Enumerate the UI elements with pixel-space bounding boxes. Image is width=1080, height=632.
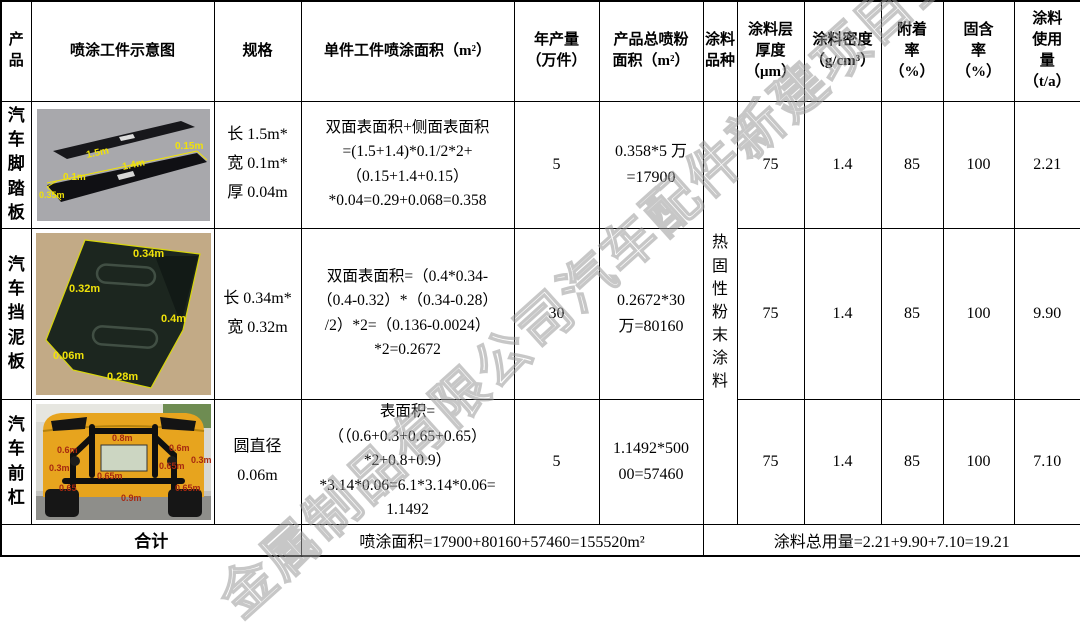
running-board-upper-step xyxy=(118,133,135,141)
dim-label: 0.65m xyxy=(175,483,201,493)
solids-pedal: 100 xyxy=(942,100,1015,229)
fender-groove-upper xyxy=(95,262,156,287)
unit-area-pedal: 双面表面积+侧面表面积 =(1.5+1.4)*0.1/2*2+ （0.15+1.… xyxy=(300,100,515,229)
dim-label: 0.15m xyxy=(175,141,203,152)
footer-coating-usage-total: 涂料总用量=2.21+9.90+7.10=19.21 xyxy=(702,523,1080,557)
row-pedal: 汽车脚踏板 1.5m 0.15m 1.4m 0.1m 0.35m 长 1.5m*… xyxy=(0,100,1080,525)
dim-label: 0.65m xyxy=(159,461,185,471)
footer-total-label: 合计 xyxy=(0,523,302,557)
adhesion-bumper: 85 xyxy=(880,398,944,525)
spec-fender: 长 0.34m* 宽 0.32m xyxy=(213,227,302,400)
dim-label: 0.3m xyxy=(191,455,212,465)
dim-line xyxy=(46,186,61,200)
header-usage: 涂料 使用 量 （t/a） xyxy=(1013,0,1080,102)
thickness-bumper: 75 xyxy=(736,398,805,525)
headlight-right xyxy=(159,416,196,431)
product-name-fender: 汽车挡泥板 xyxy=(0,227,32,400)
header-coating-type: 涂料品种 xyxy=(702,0,738,102)
dim-label: 0.1m xyxy=(63,172,86,183)
annual-output-bumper: 5 xyxy=(513,398,600,525)
headlight-left xyxy=(50,416,87,431)
header-annual-output: 年产量 （万件） xyxy=(513,0,600,102)
header-diagram: 喷涂工件示意图 xyxy=(30,0,215,102)
footer-row: 合计 喷涂面积=17900+80160+57460=155520m² 涂料总用量… xyxy=(0,523,1080,557)
fender-groove-lower xyxy=(91,324,158,349)
spec-bumper: 圆直径 0.06m xyxy=(213,398,302,525)
density-pedal: 1.4 xyxy=(803,100,882,229)
header-solids: 固含 率 （%） xyxy=(942,0,1015,102)
coating-type-value: 热固性粉末涂料 xyxy=(702,100,738,525)
dim-label: 0.34m xyxy=(133,248,164,260)
dim-line xyxy=(46,180,57,187)
fender-plate xyxy=(44,238,201,389)
header-spec: 规格 xyxy=(213,0,302,102)
dim-label: 0.65 xyxy=(59,483,77,493)
bumper-photo-cell: 0.8m 0.6m 0.6m 0.3m 0.65m 0.65m 0.3m 0.6… xyxy=(30,398,215,525)
dim-label: 1.5m xyxy=(85,145,110,161)
bumper-photo: 0.8m 0.6m 0.6m 0.3m 0.65m 0.65m 0.3m 0.6… xyxy=(35,403,212,520)
dim-label: 0.3m xyxy=(49,463,70,473)
fender-highlight xyxy=(154,255,198,324)
adhesion-fender: 85 xyxy=(880,227,944,400)
thickness-fender: 75 xyxy=(736,227,805,400)
dim-line xyxy=(46,150,197,183)
adhesion-pedal: 85 xyxy=(880,100,944,229)
running-board-lower-step xyxy=(116,170,135,180)
row-fender: 汽车挡泥板 0.34m 0.32m 0.4m 0.06m 0.28m 长 0.3… xyxy=(0,227,1080,400)
header-unit-area: 单件工件喷涂面积（m²） xyxy=(300,0,515,102)
annual-output-pedal: 5 xyxy=(513,100,600,229)
dim-label: 0.35m xyxy=(39,190,65,200)
wheel-left xyxy=(44,488,79,517)
footer-spray-area-total: 喷涂面积=17900+80160+57460=155520m² xyxy=(300,523,704,557)
spec-pedal: 长 1.5m* 宽 0.1m* 厚 0.04m xyxy=(213,100,302,229)
header-product: 产品 xyxy=(0,0,32,102)
product-name-pedal: 汽车脚踏板 xyxy=(0,100,32,229)
dim-label: 0.32m xyxy=(69,283,100,295)
total-area-pedal: 0.358*5 万 =17900 xyxy=(598,100,704,229)
dim-label: 0.6m xyxy=(169,443,190,453)
coating-table: 产品 喷涂工件示意图 规格 单件工件喷涂面积（m²） 年产量 （万件） 产品总喷… xyxy=(0,0,1080,557)
header-row: 产品 喷涂工件示意图 规格 单件工件喷涂面积（m²） 年产量 （万件） 产品总喷… xyxy=(0,0,1080,102)
wheel-right xyxy=(167,488,202,517)
dim-label: 0.4m xyxy=(161,313,186,325)
unit-area-bumper: 表面积= （（0.6+0.3+0.65+0.65） *2+0.8+0.9） *3… xyxy=(300,398,515,525)
usage-pedal: 2.21 xyxy=(1013,100,1080,229)
row-bumper: 汽车前杠 xyxy=(0,398,1080,525)
dim-label: 0.28m xyxy=(107,371,138,383)
license-panel xyxy=(100,444,147,471)
solids-fender: 100 xyxy=(942,227,1015,400)
solids-bumper: 100 xyxy=(942,398,1015,525)
header-adhesion: 附着 率 （%） xyxy=(880,0,944,102)
pedal-photo: 1.5m 0.15m 1.4m 0.1m 0.35m xyxy=(36,108,210,221)
header-thickness: 涂料层 厚度 （μm） xyxy=(736,0,805,102)
dim-label: 0.8m xyxy=(112,433,133,443)
dim-label: 1.4m xyxy=(121,157,146,173)
density-fender: 1.4 xyxy=(803,227,882,400)
dim-label: 0.65m xyxy=(97,471,123,481)
dim-label: 0.9m xyxy=(121,493,142,503)
fog-light-left xyxy=(69,455,80,466)
usage-fender: 9.90 xyxy=(1013,227,1080,400)
total-area-bumper: 1.1492*500 00=57460 xyxy=(598,398,704,525)
unit-area-fender: 双面表面积=（0.4*0.34- （0.4-0.32）*（0.34-0.28） … xyxy=(300,227,515,400)
header-total-area: 产品总喷粉 面积（m²） xyxy=(598,0,704,102)
fender-photo: 0.34m 0.32m 0.4m 0.06m 0.28m xyxy=(35,232,211,395)
annual-output-fender: 30 xyxy=(513,227,600,400)
dim-label: 0.06m xyxy=(53,350,84,362)
header-density: 涂料密度 （g/cm³） xyxy=(803,0,882,102)
pedal-photo-cell: 1.5m 0.15m 1.4m 0.1m 0.35m xyxy=(30,100,215,229)
product-name-bumper: 汽车前杠 xyxy=(0,398,32,525)
usage-bumper: 7.10 xyxy=(1013,398,1080,525)
dim-label: 0.6m xyxy=(57,445,78,455)
fog-light-right xyxy=(166,455,177,466)
total-area-fender: 0.2672*30 万=80160 xyxy=(598,227,704,400)
density-bumper: 1.4 xyxy=(803,398,882,525)
fender-photo-cell: 0.34m 0.32m 0.4m 0.06m 0.28m xyxy=(30,227,215,400)
thickness-pedal: 75 xyxy=(736,100,805,229)
dim-line xyxy=(196,150,207,160)
